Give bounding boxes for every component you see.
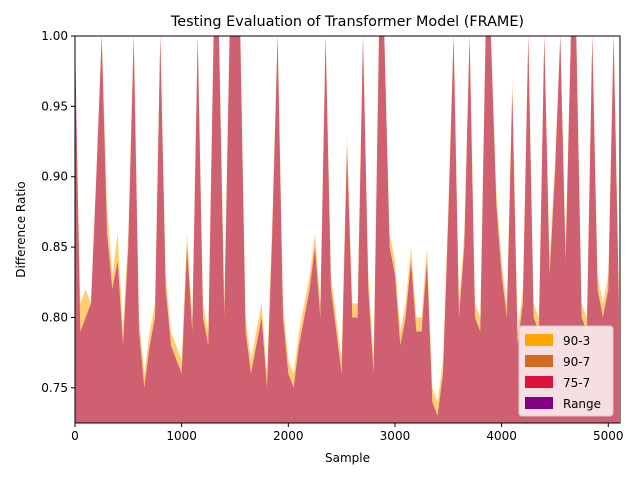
x-axis-title: Sample [325, 451, 370, 465]
legend-swatch [525, 376, 553, 388]
legend-box [518, 325, 614, 417]
legend-swatch [525, 334, 553, 346]
series-area-75-7 [75, 36, 619, 423]
x-tick-label: 3000 [380, 429, 411, 443]
legend-label: 75-7 [563, 376, 590, 390]
x-tick-label: 1000 [166, 429, 197, 443]
y-tick-label: 0.90 [41, 170, 68, 184]
x-tick-label: 4000 [486, 429, 517, 443]
legend-label: 90-3 [563, 334, 590, 348]
y-tick-label: 0.85 [41, 240, 68, 254]
y-tick-label: 0.95 [41, 99, 68, 113]
plot-frame [74, 35, 621, 424]
y-axis-title: Difference Ratio [14, 181, 28, 278]
y-tick-label: 0.80 [41, 310, 68, 324]
legend-swatch [525, 397, 553, 409]
x-tick-label: 0 [71, 429, 79, 443]
plot-data-layer [75, 36, 619, 423]
y-tick-label: 1.00 [41, 29, 68, 43]
y-axis-ticks: 0.75 0.80 0.85 0.90 0.95 1.00 [41, 29, 75, 395]
x-axis-ticks: 0 1000 2000 3000 4000 5000 [71, 423, 624, 443]
y-tick-label: 0.75 [41, 381, 68, 395]
x-tick-label: 2000 [273, 429, 304, 443]
legend-label: Range [563, 397, 601, 411]
x-tick-label: 5000 [593, 429, 624, 443]
legend-label: 90-7 [563, 355, 590, 369]
chart-title: Testing Evaluation of Transformer Model … [170, 14, 524, 30]
legend-swatch [525, 355, 553, 367]
legend: 90-3 90-7 75-7 Range [518, 325, 614, 417]
